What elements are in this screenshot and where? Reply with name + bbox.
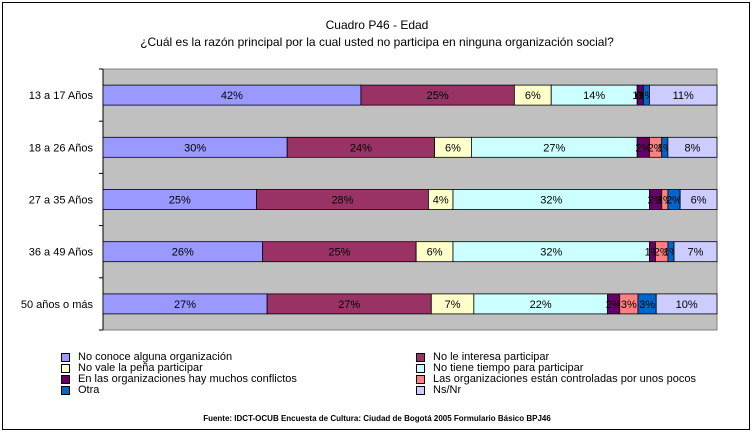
legend-item: No conoce alguna organización [61, 351, 232, 363]
legend-item: En las organizaciones hay muchos conflic… [61, 373, 297, 385]
legend-label: Ns/Nr [433, 384, 462, 396]
data-label: 24% [350, 142, 372, 154]
legend-label: En las organizaciones hay muchos conflic… [78, 373, 297, 385]
data-label: 3% [639, 299, 655, 311]
bar-segment [679, 189, 718, 210]
data-label: 6% [525, 90, 541, 102]
legend-item: No vale la peña participar [61, 362, 203, 374]
data-label: 27% [543, 142, 565, 154]
data-label: 27% [174, 299, 196, 311]
legend-label: No le interesa participar [433, 351, 550, 363]
data-label: 32% [540, 195, 562, 207]
data-label: 32% [540, 247, 562, 259]
data-label: 6% [427, 247, 443, 259]
source-note: Fuente: IDCT-OCUB Encuesta de Cultura: C… [203, 414, 551, 423]
category-label: 50 años o más [21, 299, 94, 311]
category-label: 27 a 35 Años [29, 195, 94, 207]
data-label: 7% [445, 299, 461, 311]
legend-swatch [61, 363, 70, 373]
data-label: 27% [338, 299, 360, 311]
data-label: 28% [331, 195, 353, 207]
data-label: 30% [184, 142, 206, 154]
chart-subtitle: ¿Cuál es la razón principal por la cual … [140, 35, 614, 49]
data-label: 2% [648, 142, 664, 154]
category-label: 36 a 49 Años [29, 247, 94, 259]
data-label: 14% [583, 90, 605, 102]
legend-item: Ns/Nr [416, 384, 461, 396]
legend-label: No conoce alguna organización [78, 351, 233, 363]
legend-label: No tiene tiempo para participar [433, 362, 584, 374]
data-label: 25% [427, 90, 449, 102]
legend-swatch [61, 385, 70, 395]
data-label: 22% [530, 299, 552, 311]
legend-label: No vale la peña participar [78, 362, 203, 374]
legend-swatch [416, 385, 425, 395]
bar-segment [649, 84, 718, 106]
data-label: 42% [221, 90, 243, 102]
data-label: 2% [606, 299, 622, 311]
bar-segment [655, 293, 718, 315]
legend-swatch [416, 363, 425, 373]
data-label: 10% [676, 299, 698, 311]
bar-segment [667, 136, 718, 158]
category-label: 13 a 17 Años [29, 90, 94, 102]
data-label: 4% [433, 195, 449, 207]
data-label: 11% [673, 90, 694, 102]
data-label: 2% [666, 195, 682, 207]
legend-item: No le interesa participar [416, 351, 549, 363]
legend-swatch [416, 374, 425, 384]
category-label: 18 a 26 Años [29, 142, 94, 154]
data-label: 8% [684, 142, 700, 154]
data-label: 6% [691, 195, 707, 207]
data-label: 25% [169, 195, 191, 207]
legend-item: Las organizaciones están controladas por… [416, 373, 696, 385]
data-label: 6% [445, 142, 461, 154]
data-label: 2% [654, 247, 670, 259]
data-label: 25% [328, 247, 350, 259]
legend-item: Otra [61, 384, 99, 396]
data-label: 2% [648, 195, 664, 207]
data-label: 3% [621, 299, 637, 311]
legend-item: No tiene tiempo para participar [416, 362, 583, 374]
legend-label: Las organizaciones están controladas por… [433, 373, 696, 385]
legend-swatch [416, 352, 425, 362]
data-label: 7% [688, 247, 704, 259]
legend-swatch [61, 374, 70, 384]
data-label: 26% [172, 247, 194, 259]
chart-title: Cuadro P46 - Edad [325, 18, 429, 32]
data-label: 2% [635, 142, 651, 154]
legend-swatch [61, 352, 70, 362]
bar-segment [673, 241, 718, 263]
legend-label: Otra [78, 384, 100, 396]
